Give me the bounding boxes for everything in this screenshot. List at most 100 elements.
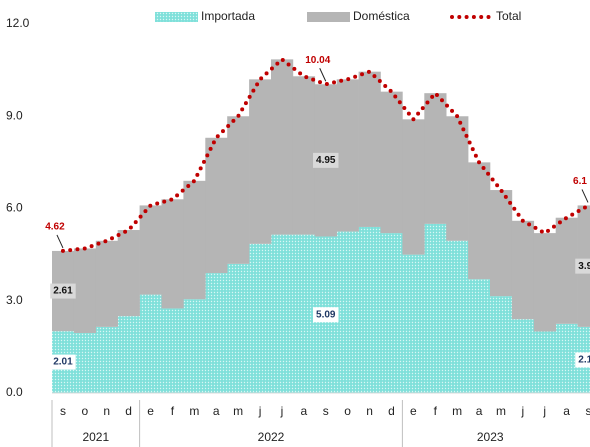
x-tick-label: d: [125, 404, 132, 418]
data-label: 2.61: [50, 283, 76, 299]
year-label: 2021: [82, 430, 109, 444]
x-tick-label: m: [452, 404, 462, 418]
leader: [319, 68, 327, 82]
leader: [56, 234, 64, 249]
area-step: [139, 205, 162, 295]
area-step: [161, 308, 184, 393]
legend-label: Total: [496, 9, 521, 23]
data-label: 10.04: [302, 52, 334, 68]
year-label: 2022: [258, 430, 285, 444]
x-tick-label: s: [586, 404, 590, 418]
data-label-text: 5.09: [316, 309, 336, 320]
year-label: 2023: [477, 430, 504, 444]
data-label-text: 4.95: [316, 155, 336, 166]
data-label: 6.1: [570, 173, 590, 189]
area-step: [249, 79, 272, 244]
area-step: [183, 180, 206, 300]
label-box: [575, 352, 590, 368]
data-label-text: 4.62: [45, 222, 65, 233]
legend-label: Doméstica: [353, 9, 410, 23]
x-tick-label: d: [388, 404, 395, 418]
leader: [581, 189, 589, 203]
area-step: [117, 316, 140, 393]
area-step: [271, 234, 294, 393]
area-step: [292, 76, 316, 235]
data-label: 2.01: [50, 354, 76, 370]
x-tick-label: f: [434, 404, 438, 418]
data-label: 2.15: [575, 352, 590, 368]
label-box: [313, 307, 339, 323]
data-label-text: 2.15: [578, 355, 590, 366]
x-tick-label: m: [233, 404, 243, 418]
data-label: 4.62: [42, 219, 68, 235]
legend-label: Importada: [201, 9, 255, 23]
area-step: [205, 273, 228, 393]
x-tick-label: a: [476, 404, 483, 418]
data-label: 4.95: [313, 152, 339, 168]
area-step: [292, 234, 316, 393]
x-tick-label: f: [171, 404, 175, 418]
area-step: [424, 223, 447, 393]
area-step: [468, 279, 491, 393]
label-box: [313, 152, 339, 168]
y-tick-label: 0.0: [6, 385, 23, 399]
area-step: [490, 190, 513, 297]
x-tick-label: m: [189, 404, 199, 418]
area-step: [424, 93, 447, 224]
area-step: [511, 220, 535, 320]
area-step: [380, 91, 403, 234]
area-step: [117, 230, 140, 317]
area-step: [533, 233, 556, 332]
area-step: [358, 71, 381, 227]
x-tick-label: e: [410, 404, 417, 418]
data-label-text: 6.1: [573, 176, 587, 187]
area-step: [95, 240, 118, 327]
area-step: [227, 263, 250, 393]
area-step: [555, 217, 578, 324]
x-tick-label: j: [280, 404, 284, 418]
x-tick-label: n: [366, 404, 373, 418]
area-step: [271, 59, 294, 235]
area-step: [468, 162, 491, 280]
y-tick-label: 12.0: [6, 16, 30, 30]
area-step: [336, 79, 359, 232]
area-step: [183, 299, 206, 393]
label-box: [50, 354, 76, 370]
area-step: [227, 116, 250, 264]
data-label-text: 3.95: [578, 261, 590, 272]
area-step: [511, 319, 535, 393]
x-tick-label: s: [60, 404, 66, 418]
x-tick-label: o: [82, 404, 89, 418]
area-step: [533, 331, 556, 393]
area-step: [95, 326, 118, 393]
legend-swatch: [307, 12, 350, 22]
area-step: [73, 333, 97, 393]
x-tick-label: m: [496, 404, 506, 418]
area-step: [446, 240, 469, 393]
label-box: [302, 52, 334, 68]
area-step: [73, 248, 97, 334]
area-step: [249, 243, 272, 393]
x-tick-label: e: [147, 404, 154, 418]
x-tick-label: j: [258, 404, 262, 418]
x-tick-label: n: [103, 404, 110, 418]
area-step: [380, 233, 403, 393]
area-step: [402, 119, 425, 255]
area-step: [555, 323, 578, 393]
x-tick-label: j: [521, 404, 525, 418]
area-step: [205, 137, 228, 274]
x-tick-label: s: [323, 404, 329, 418]
area-step: [161, 199, 184, 309]
area-step: [139, 294, 162, 393]
area-step: [402, 254, 425, 393]
x-tick-label: a: [301, 404, 308, 418]
area-step: [490, 296, 513, 393]
data-label-text: 2.01: [53, 357, 73, 368]
x-tick-label: a: [563, 404, 570, 418]
data-label: 3.95: [575, 258, 590, 274]
y-tick-label: 6.0: [6, 201, 23, 215]
x-tick-label: j: [542, 404, 546, 418]
data-label-text: 10.04: [305, 55, 330, 66]
x-tick-label: a: [213, 404, 220, 418]
